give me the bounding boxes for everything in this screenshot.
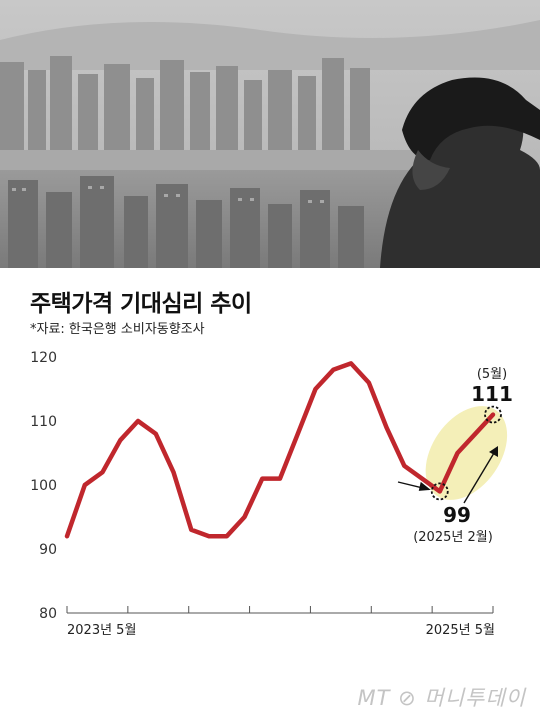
highlight-region (425, 406, 508, 500)
x-axis: 2023년 5월 2025년 5월 (66, 606, 495, 638)
data-point (278, 477, 282, 481)
y-tick-label: 100 (30, 478, 57, 494)
header-photo (0, 0, 540, 268)
data-point (101, 470, 104, 474)
high-marker (484, 405, 502, 424)
data-point (331, 368, 335, 372)
data-point (402, 464, 406, 468)
data-point (456, 451, 459, 455)
data-point (491, 413, 495, 417)
y-tick-label: 80 (39, 606, 57, 622)
data-point (385, 425, 388, 429)
data-point (136, 419, 140, 423)
data-point (367, 381, 371, 385)
low-date-label: (2025년 2월) (413, 530, 493, 545)
data-point (438, 489, 442, 493)
data-point (207, 534, 211, 538)
data-point (473, 432, 477, 436)
low-arrow-head (418, 481, 431, 491)
low-marker (430, 482, 449, 501)
data-point (243, 515, 246, 519)
high-date-label: (5월) (477, 367, 507, 382)
y-tick-label: 120 (30, 350, 57, 366)
annotations: 99 (2025년 2월) (5월)111 (397, 367, 513, 545)
highlight-ellipse (425, 406, 508, 500)
high-arrow-line (463, 447, 498, 504)
data-point (420, 477, 424, 481)
brand-logo: MT ⊘ 머니투데이 (357, 686, 526, 710)
high-arrow-head (489, 446, 498, 457)
y-tick-label: 90 (39, 542, 57, 558)
data-point (189, 528, 193, 532)
chart-title: 주택가격 기대심리 추이 (30, 291, 252, 317)
high-value-label: 111 (471, 382, 513, 406)
line-chart: 80 90 100 110 120 2023년 5월 2025년 5월 99 (2025년 … (30, 350, 513, 638)
data-point (83, 483, 87, 487)
chart-source-note: *자료: 한국은행 소비자동향조사 (30, 322, 205, 337)
data-point (172, 470, 175, 474)
data-point (225, 534, 229, 538)
data-point (314, 387, 317, 391)
x-tick-label-first: 2023년 5월 (67, 623, 136, 638)
y-axis: 80 90 100 110 120 (30, 350, 57, 622)
low-value-label: 99 (443, 503, 471, 527)
data-point (118, 438, 122, 442)
y-tick-label: 110 (30, 414, 57, 430)
series-line (64, 361, 496, 539)
series-polyline (64, 361, 496, 539)
data-point (65, 534, 69, 538)
data-point (296, 432, 300, 436)
data-point (154, 432, 158, 436)
data-point (349, 361, 353, 365)
data-point (260, 477, 264, 481)
x-tick-label-last: 2025년 5월 (426, 623, 495, 638)
